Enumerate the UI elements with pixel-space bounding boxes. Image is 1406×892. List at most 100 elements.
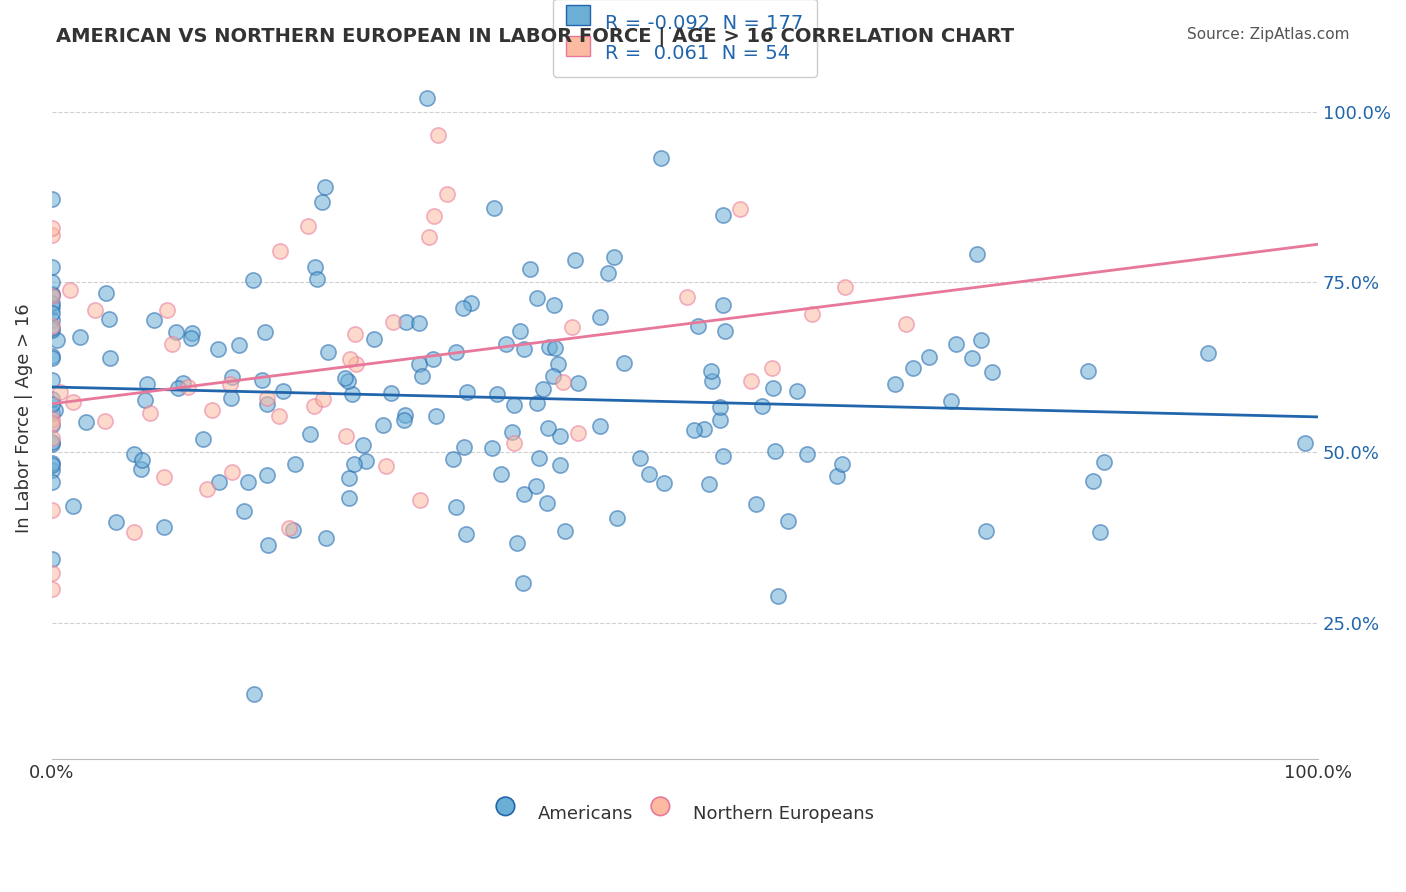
Point [426,128,449,143]
Point [960,351,983,366]
Point [256,467,278,482]
Point [242,687,264,701]
Point [84,303,107,318]
Point [337,374,360,388]
Point [257,538,280,552]
Point [167,381,190,395]
Point [506,535,529,549]
Point [503,398,526,412]
Point [526,396,548,410]
Point [75,415,97,429]
Point [221,465,243,479]
Point [537,421,560,435]
Point [456,526,478,541]
Point [541,369,564,384]
Point [41,475,63,489]
Point [343,327,366,342]
Point [177,380,200,394]
Point [491,467,513,482]
Point [740,374,762,388]
Point [606,510,628,524]
Point [41,392,63,406]
Point [700,364,723,378]
Point [745,497,768,511]
Point [408,357,430,371]
Point [41,431,63,445]
Point [98,351,121,365]
Point [536,496,558,510]
Point [711,298,734,312]
Point [131,453,153,467]
Point [702,374,724,388]
Point [1083,474,1105,488]
Point [697,476,720,491]
Text: Source: ZipAtlas.com: Source: ZipAtlas.com [1187,27,1350,42]
Point [503,436,526,450]
Point [201,403,224,417]
Point [834,280,856,294]
Point [543,341,565,355]
Point [353,438,375,452]
Point [297,219,319,233]
Point [271,384,294,399]
Point [728,202,751,216]
Point [122,447,145,461]
Point [423,209,446,223]
Point [160,337,183,351]
Point [654,476,676,491]
Point [945,337,967,351]
Point [1294,436,1316,450]
Point [408,317,430,331]
Point [41,286,63,301]
Point [1077,364,1099,378]
Point [44,403,66,417]
Point [513,487,536,501]
Point [339,352,361,367]
Point [62,500,84,514]
Point [548,428,571,442]
Point [418,230,440,244]
Point [41,406,63,420]
Point [340,387,363,401]
Point [41,456,63,470]
Point [41,582,63,596]
Point [236,475,259,489]
Point [41,313,63,327]
Legend: Americans, Northern Europeans: Americans, Northern Europeans [486,795,883,831]
Point [142,313,165,327]
Point [41,411,63,425]
Point [688,319,710,334]
Point [254,325,277,339]
Point [460,296,482,310]
Point [219,392,242,406]
Point [312,392,335,406]
Point [425,409,447,424]
Point [976,524,998,539]
Point [456,384,478,399]
Point [41,349,63,363]
Point [776,514,799,528]
Point [409,492,432,507]
Point [41,306,63,320]
Point [538,339,561,353]
Point [382,315,405,329]
Point [152,470,174,484]
Point [337,471,360,485]
Point [41,275,63,289]
Point [41,373,63,387]
Point [970,333,993,347]
Point [786,384,808,399]
Point [762,381,785,395]
Point [59,283,82,297]
Point [122,525,145,540]
Point [766,589,789,603]
Point [41,417,63,432]
Point [751,399,773,413]
Point [139,405,162,419]
Point [134,392,156,407]
Point [69,329,91,343]
Point [311,195,333,210]
Point [363,333,385,347]
Point [299,426,322,441]
Point [195,483,218,497]
